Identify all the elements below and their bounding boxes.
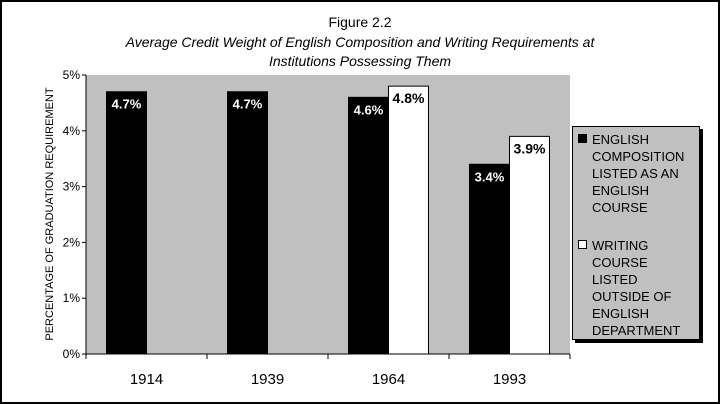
bar-english-composition [469,163,510,355]
legend-label: ENGLISH COMPOSITION LISTED AS AN ENGLISH COU… [592,131,700,216]
legend-swatch [578,240,587,249]
legend-label-line: OUTSIDE OF [592,289,672,304]
x-tick-label: 1939 [251,371,284,388]
y-tick-label: 3% [63,180,81,194]
bar-writing-course [388,85,429,355]
legend-label-line: COURSE [592,200,648,215]
legend-label-line: LISTED [592,272,638,287]
bar-english-composition [106,91,147,355]
bar-english-composition [348,96,389,355]
legend-label-line: COURSE [592,255,648,270]
data-label: 4.8% [393,90,425,106]
figure-title: Figure 2.2 [328,14,392,30]
legend-label: WRITING COURSE LISTED OUTSIDE OF ENGLISH DEPA… [592,237,700,339]
legend-label-line: ENGLISH [592,132,650,147]
x-tick-label: 1993 [493,371,526,388]
data-label: 3.9% [514,140,546,156]
y-tick-label: 0% [63,347,81,361]
bar-writing-course [509,135,550,355]
legend-label-line: ENGLISH [592,306,650,321]
legend-swatch [578,134,587,143]
y-axis-label: PERCENTAGE OF GRADUATION REQUIREMENT [44,87,56,341]
legend-label-line: WRITING [592,238,649,253]
chart-subtitle-line-1: Average Credit Weight of English Composi… [125,34,595,50]
legend-label-line: ENGLISH [592,183,650,198]
x-tick-label: 1914 [130,371,163,388]
bar-english-composition [227,91,268,355]
y-tick-label: 1% [63,291,81,305]
x-tick-label: 1964 [372,371,405,388]
data-label: 3.4% [475,169,505,184]
y-tick-label: 4% [63,124,81,138]
legend-label-line: LISTED AS AN [592,166,679,181]
y-tick-label: 5% [63,68,81,82]
legend-label-line: DEPARTMENT [592,323,681,338]
y-tick-label: 2% [63,235,81,249]
legend-label-line: COMPOSITION [592,149,685,164]
data-label: 4.7% [112,97,142,112]
data-label: 4.7% [233,97,263,112]
data-label: 4.6% [354,102,384,117]
legend: ENGLISH COMPOSITION LISTED AS AN ENGLISH COU… [572,126,700,340]
chart-subtitle-line-2: Institutions Possessing Them [268,53,452,69]
